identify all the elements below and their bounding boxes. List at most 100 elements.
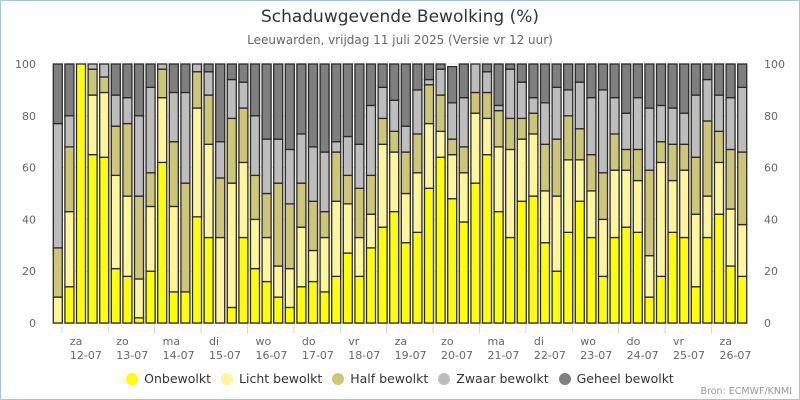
y-tick-label: 20 — [22, 265, 36, 278]
bar-segment-licht — [52, 296, 63, 324]
bar-segment-half — [238, 107, 249, 164]
bar-segment-zwaar — [435, 68, 446, 96]
y-tick-label: 40 — [22, 213, 36, 226]
bar-segment-licht — [690, 213, 701, 288]
bar-segment-licht — [261, 236, 272, 283]
bar-segment-licht — [122, 195, 133, 278]
bar-segment-geheel — [377, 63, 388, 88]
bar-segment-geheel — [319, 63, 330, 153]
bar-stack — [64, 63, 75, 324]
bar-segment-zwaar — [400, 125, 411, 153]
bar-segment-zwaar — [191, 63, 203, 73]
bar-segment-licht — [609, 169, 620, 239]
legend-item-licht-bewolkt[interactable]: Licht bewolkt — [221, 371, 322, 386]
bar-segment-licht — [331, 200, 342, 278]
x-axis: za12-07zo13-07ma14-07di15-07wo16-07do17-… — [52, 323, 751, 362]
bar-segment-onbewolkt — [470, 182, 481, 324]
bar-segment-geheel — [563, 63, 574, 91]
legend-item-geheel-bewolkt[interactable]: Geheel bewolkt — [558, 371, 674, 386]
bar-segment-zwaar — [447, 102, 458, 140]
bar-stack — [690, 63, 701, 324]
bar-stack — [563, 63, 574, 324]
bar-segment-licht — [157, 97, 168, 164]
bar-segment-half — [215, 177, 226, 239]
bar-segment-zwaar — [215, 141, 226, 179]
x-tick-label-date: 24-07 — [627, 349, 659, 362]
legend-dot-icon — [558, 372, 571, 385]
bar-stack — [667, 63, 678, 324]
bar-segment-geheel — [655, 63, 667, 107]
bar-segment-licht — [133, 278, 145, 319]
bar-segment-zwaar — [516, 81, 527, 120]
bar-segment-geheel — [539, 63, 551, 104]
x-tick-label-date: 18-07 — [348, 349, 380, 362]
legend-dot-icon — [221, 372, 234, 385]
bar-segment-zwaar — [667, 107, 678, 145]
y-axis-left: 0 20 40 60 80 100 — [15, 58, 36, 330]
bar-segment-onbewolkt — [574, 200, 585, 324]
bar-segment-onbewolkt — [203, 236, 214, 324]
bar-segment-licht — [539, 190, 551, 244]
bar-segment-onbewolkt — [249, 267, 261, 324]
bar-segment-half — [377, 117, 388, 145]
bar-segment-zwaar — [377, 86, 388, 120]
bar-segment-zwaar — [238, 81, 249, 109]
bar-segment-half — [609, 133, 620, 171]
bar-segment-onbewolkt — [238, 236, 249, 324]
x-tick-label-day: wo — [580, 335, 596, 348]
bar-segment-zwaar — [331, 141, 342, 153]
bar-segment-licht — [307, 249, 319, 283]
bar-segment-half — [551, 138, 562, 197]
x-tick-label-day: vr — [348, 335, 360, 348]
bar-segment-geheel — [493, 63, 504, 107]
bar-segment-licht — [365, 213, 377, 249]
bar-stack — [505, 63, 516, 324]
bar-segment-half — [284, 203, 295, 270]
bar-segment-geheel — [702, 63, 713, 81]
bar-segment-geheel — [597, 63, 609, 91]
bar-segment-onbewolkt — [458, 221, 469, 324]
bar-segment-licht — [296, 226, 307, 288]
bar-segment-geheel — [203, 63, 214, 73]
legend-item-half-bewolkt[interactable]: Half bewolkt — [332, 371, 428, 386]
y-tick-label: 100 — [764, 58, 785, 71]
bar-segment-onbewolkt — [737, 275, 748, 324]
bar-segment-zwaar — [563, 89, 574, 117]
bar-stack — [400, 63, 411, 324]
x-tick-label-date: 23-07 — [580, 349, 612, 362]
bar-segment-geheel — [586, 63, 597, 99]
bar-segment-geheel — [122, 63, 133, 99]
bar-stack — [447, 65, 458, 324]
legend-dot-icon — [126, 372, 139, 385]
bar-stack — [458, 63, 469, 324]
bar-segment-licht — [238, 161, 249, 239]
y-tick-label: 80 — [764, 110, 778, 123]
legend-item-onbewolkt[interactable]: Onbewolkt — [126, 371, 211, 386]
bar-segment-half — [180, 182, 191, 293]
x-tick-label-date: 15-07 — [209, 349, 241, 362]
bar-segment-zwaar — [203, 71, 214, 96]
bar-segment-half — [296, 182, 307, 228]
bar-segment-licht — [574, 159, 585, 202]
legend-item-zwaar-bewolkt[interactable]: Zwaar bewolkt — [438, 371, 549, 386]
bar-segment-half — [157, 68, 168, 99]
bar-segment-half — [505, 117, 516, 151]
bar-segment-geheel — [632, 63, 643, 99]
bar-segment-geheel — [609, 63, 620, 99]
bar-segment-half — [470, 91, 481, 114]
bar-stack — [655, 63, 667, 324]
bar-segment-half — [574, 128, 585, 161]
bar-segment-half — [319, 210, 330, 239]
bar-segment-half — [203, 94, 214, 145]
bar-stack — [52, 63, 63, 324]
bar-segment-geheel — [400, 63, 411, 127]
bar-segment-onbewolkt — [435, 156, 446, 324]
bar-stack — [365, 63, 377, 324]
bar-segment-onbewolkt — [725, 265, 736, 324]
legend-dot-icon — [332, 372, 345, 385]
bar-segment-licht — [319, 236, 330, 293]
bar-segment-onbewolkt — [621, 226, 632, 324]
bar-stack — [632, 63, 643, 324]
bar-segment-geheel — [505, 63, 516, 70]
x-tick-label-day: ma — [487, 335, 504, 348]
